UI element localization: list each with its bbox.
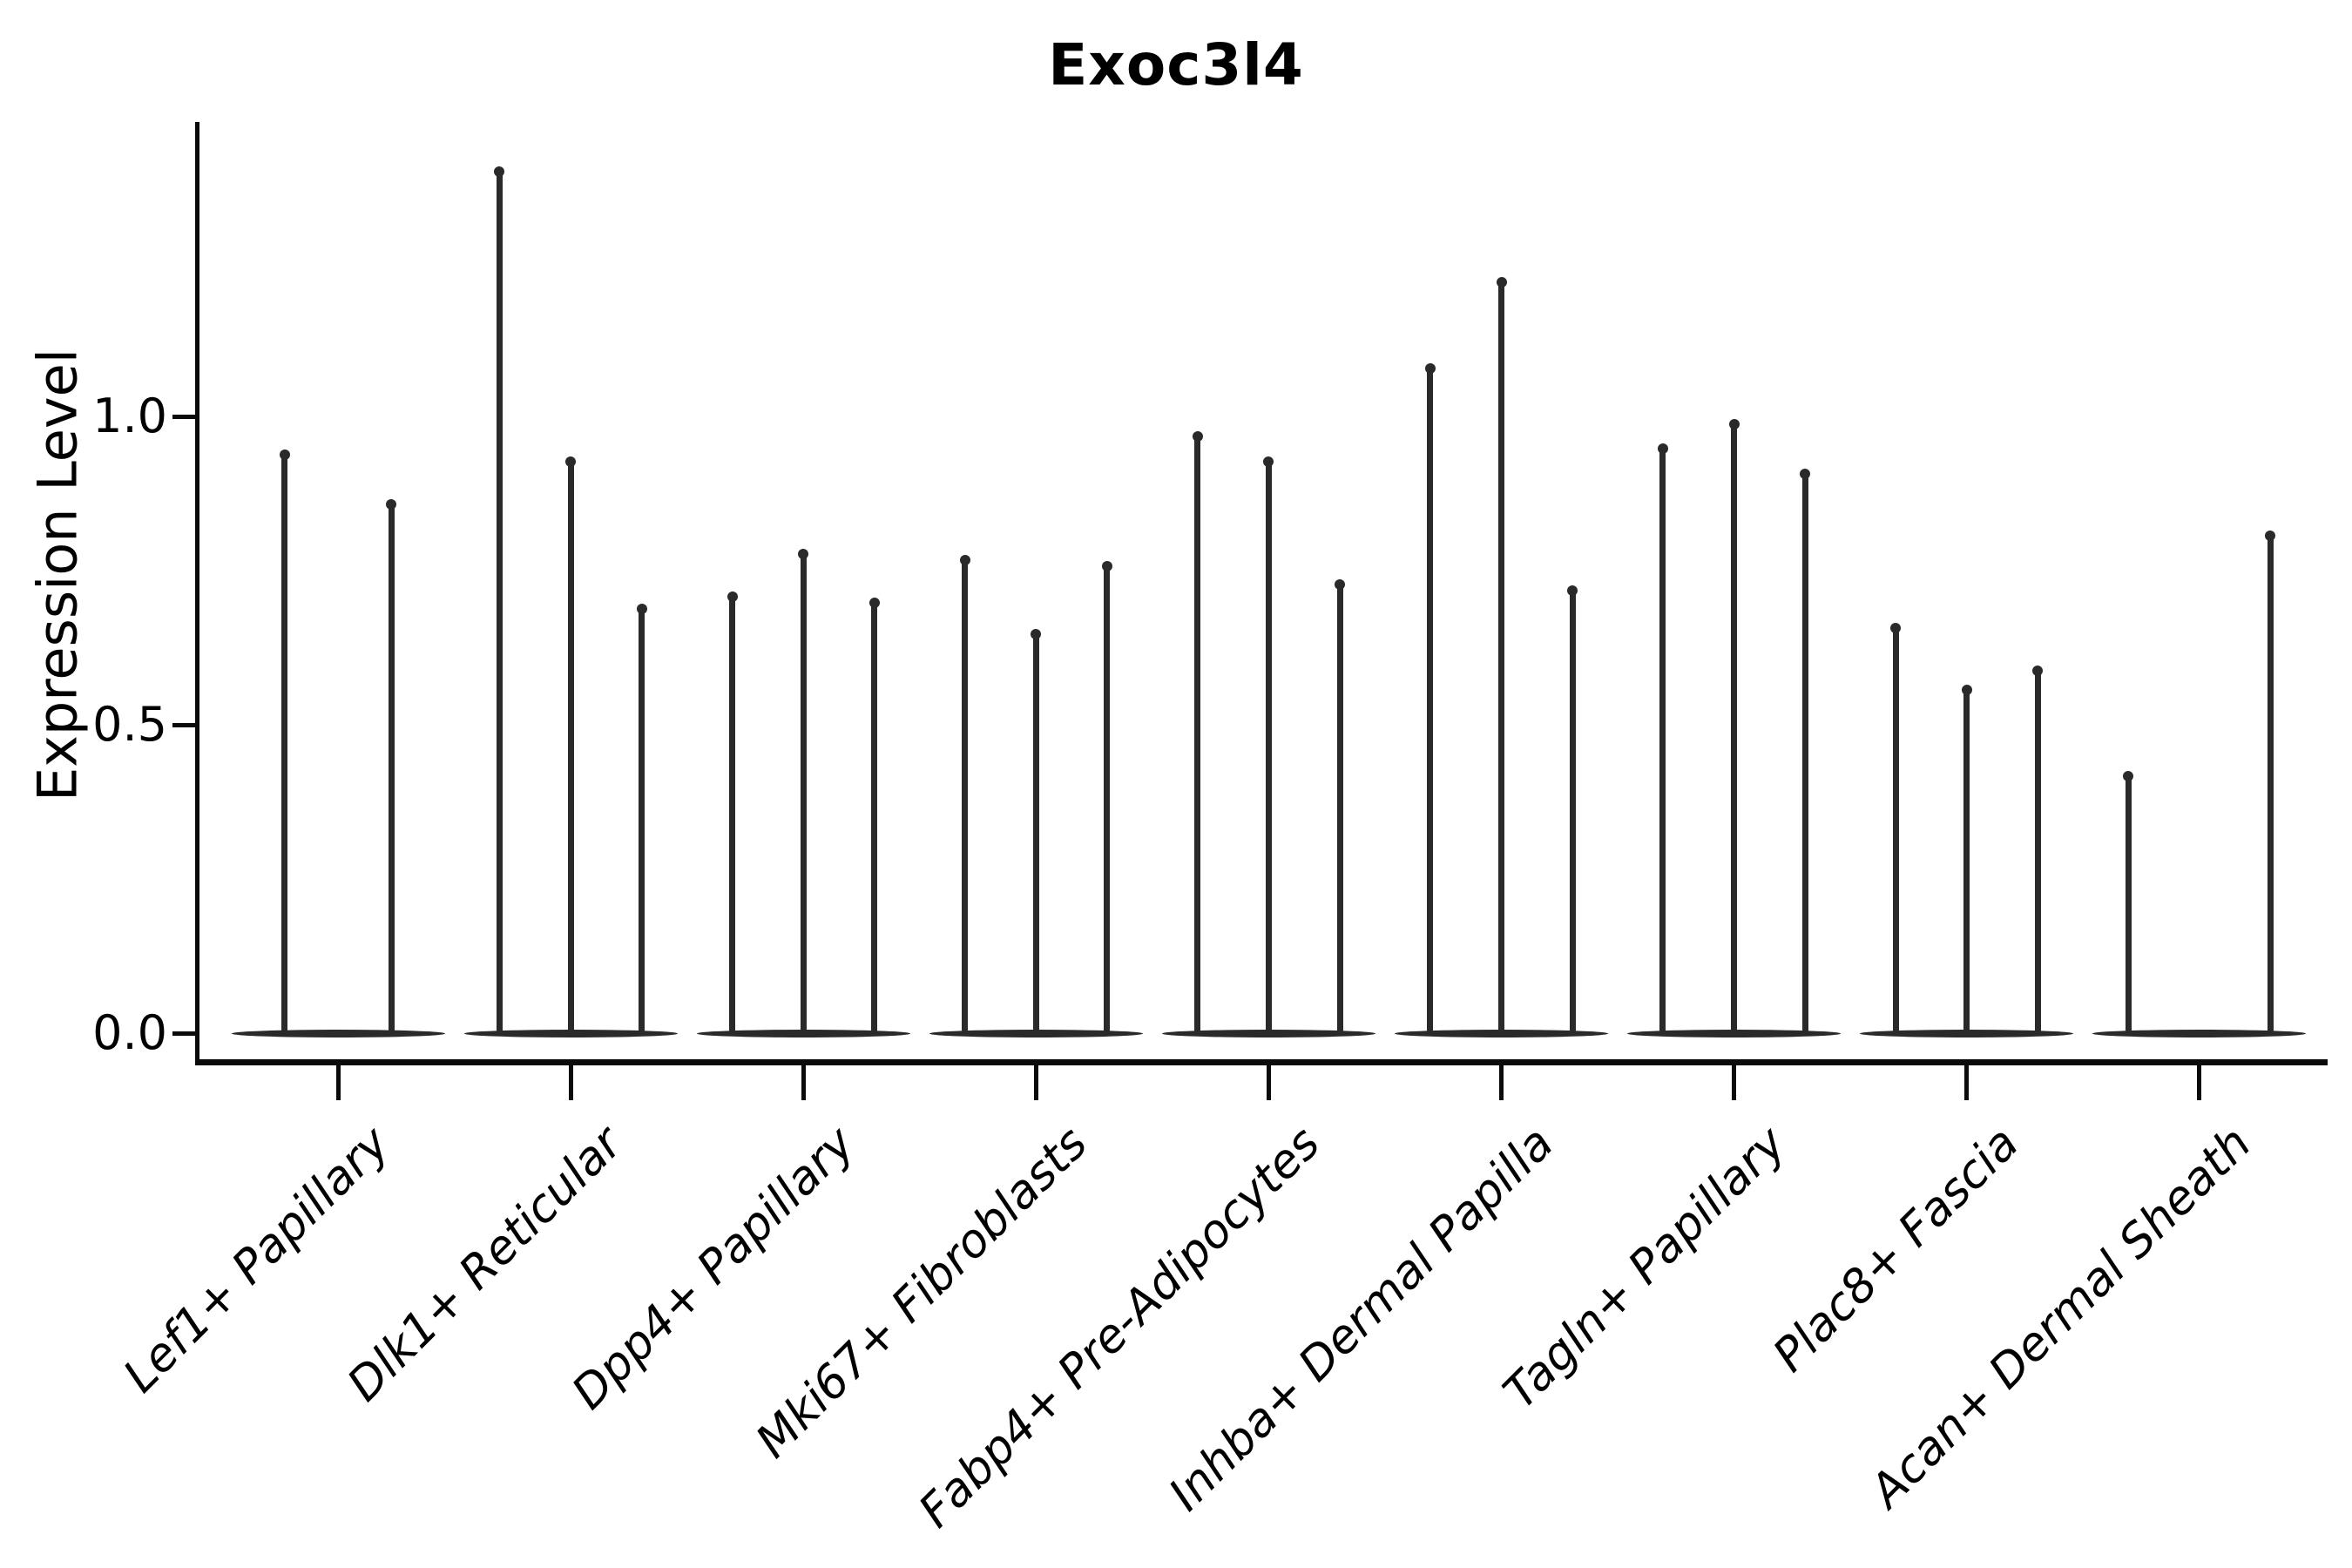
y-tick-0.0 xyxy=(172,1031,195,1036)
violin-spike-tip-9-3 xyxy=(2265,530,2276,541)
violin-base-3 xyxy=(696,1029,910,1037)
violin-spike-tip-8-3 xyxy=(2032,666,2044,677)
chart-title: Exoc3l4 xyxy=(1048,31,1304,98)
violin-base-8 xyxy=(1860,1029,2074,1037)
violin-spike-tip-6-3 xyxy=(1567,585,1578,597)
violin-spike-8-2 xyxy=(1963,687,1970,1033)
x-tick-1 xyxy=(335,1064,341,1100)
violin-base-5 xyxy=(1161,1029,1375,1037)
violin-spike-5-2 xyxy=(1265,459,1272,1033)
violin-spike-tip-1-1 xyxy=(279,449,290,461)
violin-spike-tip-6-1 xyxy=(1424,363,1436,375)
violin-spike-tip-5-2 xyxy=(1263,456,1274,467)
violin-spike-9-3 xyxy=(2267,533,2274,1033)
y-tick-label-0.5: 0.5 xyxy=(92,697,167,752)
violin-spike-9-1 xyxy=(2125,774,2132,1033)
violin-spike-2-3 xyxy=(639,607,645,1033)
violin-spike-tip-4-2 xyxy=(1031,628,1042,639)
violin-spike-tip-7-2 xyxy=(1728,419,1740,430)
violin-spike-1-2 xyxy=(388,503,395,1033)
y-tick-1.0 xyxy=(172,414,195,419)
violin-spike-tip-7-1 xyxy=(1657,443,1668,455)
x-tick-5 xyxy=(1266,1064,1271,1100)
violin-spike-5-1 xyxy=(1194,435,1201,1033)
x-tick-label-9: Acan+ Dermal Sheath xyxy=(1860,1116,2261,1518)
x-axis-spine xyxy=(195,1058,2328,1065)
violin-spike-6-1 xyxy=(1427,367,1434,1033)
y-axis-spine xyxy=(195,122,199,1065)
x-tick-8 xyxy=(1964,1064,1970,1100)
violin-spike-tip-4-1 xyxy=(959,554,970,565)
x-tick-label-8: Plac8+ Fascia xyxy=(1762,1116,2029,1382)
violin-spike-tip-5-1 xyxy=(1192,431,1203,443)
violin-spike-2-1 xyxy=(496,169,503,1033)
violin-spike-tip-8-1 xyxy=(1890,622,1902,633)
x-tick-label-6: Inhba+ Dermal Papilla xyxy=(1159,1116,1564,1522)
violin-spike-tip-4-3 xyxy=(1101,560,1112,571)
x-tick-3 xyxy=(801,1064,806,1100)
violin-spike-7-3 xyxy=(1801,471,1808,1033)
x-tick-label-5: Fabp4+ Pre-Adipocytes xyxy=(909,1116,1331,1538)
violin-spike-6-3 xyxy=(1569,589,1576,1033)
violin-spike-tip-2-2 xyxy=(565,456,577,467)
violin-spike-2-2 xyxy=(567,459,574,1033)
violin-base-4 xyxy=(929,1029,1143,1037)
violin-spike-3-3 xyxy=(871,601,878,1033)
y-tick-label-0.0: 0.0 xyxy=(92,1005,167,1060)
violin-spike-tip-9-1 xyxy=(2123,770,2134,781)
violin-spike-4-3 xyxy=(1104,564,1111,1033)
violin-spike-tip-1-2 xyxy=(386,499,397,510)
violin-spike-3-2 xyxy=(800,551,807,1033)
violin-base-6 xyxy=(1395,1029,1608,1037)
y-tick-0.5 xyxy=(172,722,195,727)
violin-base-7 xyxy=(1627,1029,1842,1037)
violin-spike-tip-2-1 xyxy=(494,166,505,177)
violin-spike-tip-6-2 xyxy=(1496,277,1507,288)
violin-spike-3-1 xyxy=(729,595,736,1033)
violin-spike-4-2 xyxy=(1032,632,1039,1033)
violin-spike-tip-3-3 xyxy=(868,598,880,609)
violin-spike-1-1 xyxy=(281,453,288,1033)
violin-base-1 xyxy=(231,1029,445,1037)
x-tick-4 xyxy=(1033,1064,1038,1100)
x-tick-6 xyxy=(1499,1064,1504,1100)
violin-base-9 xyxy=(2092,1029,2307,1037)
x-tick-2 xyxy=(568,1064,573,1100)
violin-spike-8-3 xyxy=(2034,669,2041,1033)
violin-spike-7-2 xyxy=(1731,422,1738,1033)
violin-spike-tip-3-2 xyxy=(798,548,809,559)
violin-spike-tip-5-3 xyxy=(1335,579,1346,591)
y-tick-label-1.0: 1.0 xyxy=(92,389,167,443)
violin-spike-tip-3-1 xyxy=(727,591,738,603)
violin-spike-5-3 xyxy=(1336,583,1343,1033)
violin-spike-tip-7-3 xyxy=(1800,468,1811,479)
violin-spike-4-1 xyxy=(962,558,969,1033)
violin-spike-6-2 xyxy=(1498,280,1504,1033)
violin-spike-tip-8-2 xyxy=(1961,684,1972,695)
violin-spike-7-1 xyxy=(1659,447,1666,1033)
violin-spike-8-1 xyxy=(1892,625,1899,1033)
x-tick-9 xyxy=(2197,1064,2202,1100)
violin-base-2 xyxy=(463,1029,678,1037)
x-tick-7 xyxy=(1732,1064,1737,1100)
violin-spike-tip-2-3 xyxy=(636,604,647,615)
